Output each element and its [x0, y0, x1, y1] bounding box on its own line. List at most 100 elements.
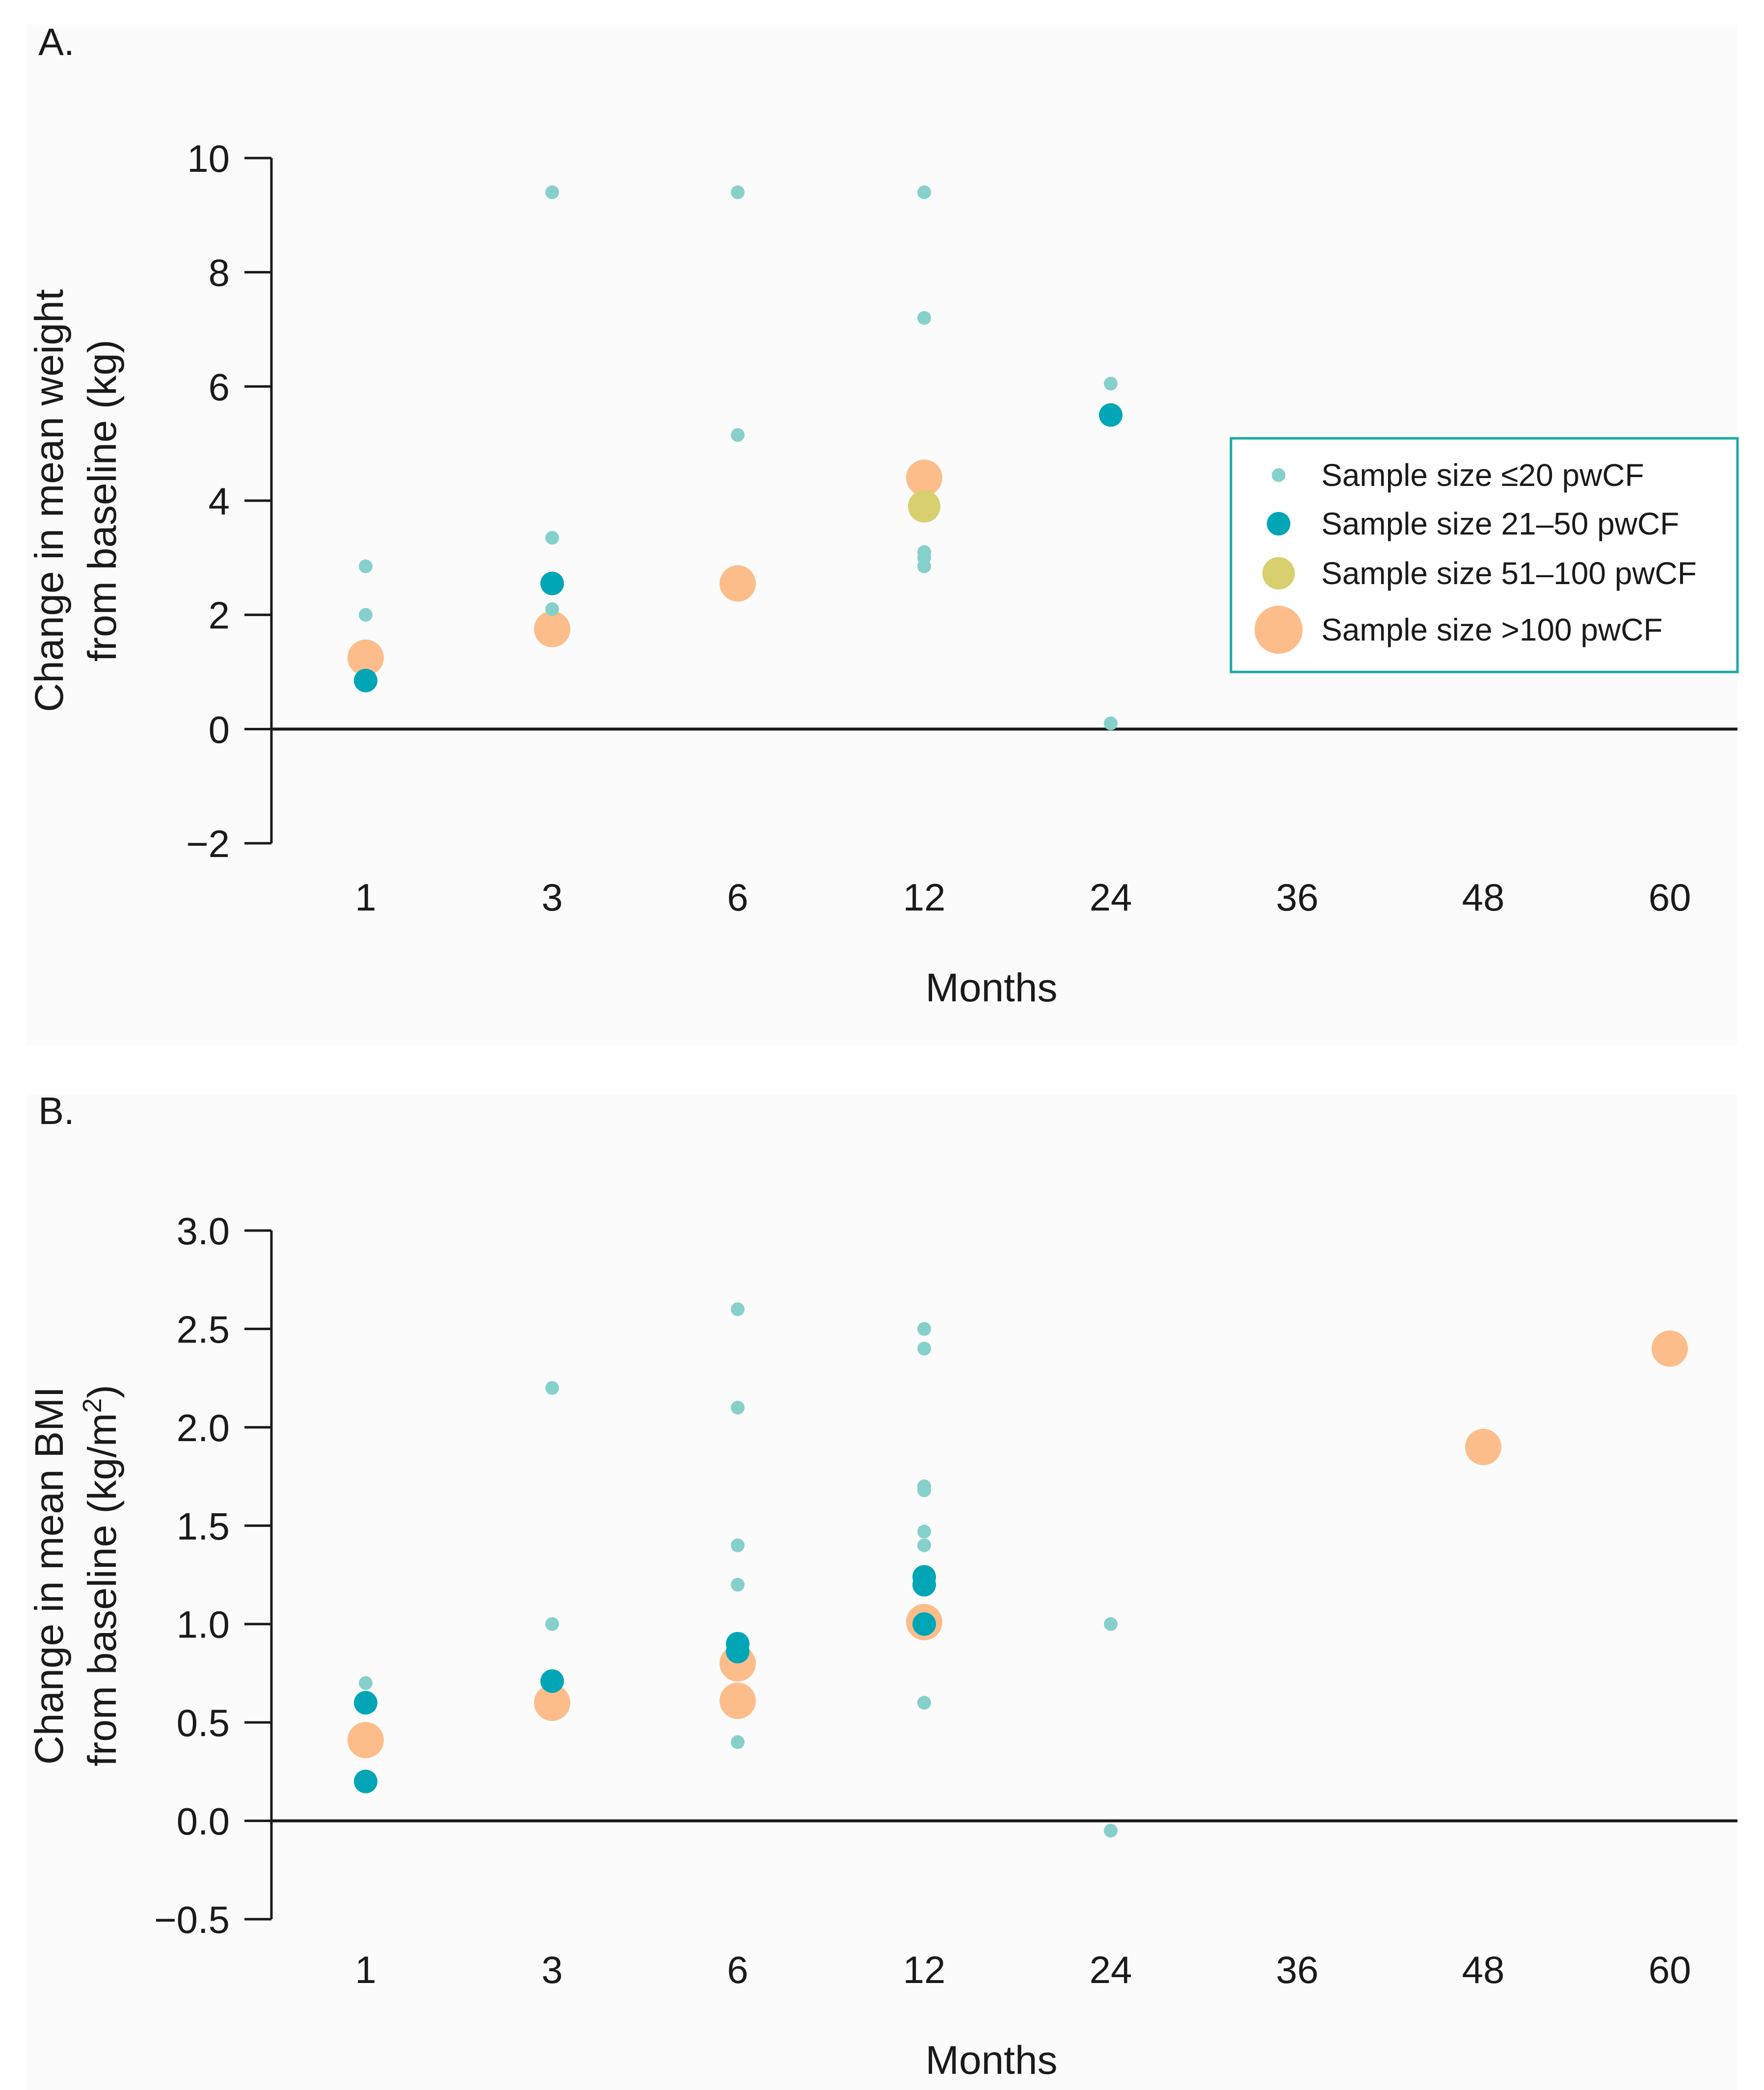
- panel-b-point-medium: [354, 1769, 377, 1794]
- panel-a-xtick-label: 36: [1276, 876, 1319, 919]
- panel-a-point-small: [917, 185, 931, 199]
- panel-a-point-small: [731, 428, 745, 442]
- panel-b-ytick-label: 1.0: [177, 1603, 230, 1646]
- panel-b-point-small: [731, 1302, 745, 1316]
- panel-b-points: [347, 1302, 1688, 1838]
- panel-b-point-medium: [354, 1691, 377, 1715]
- legend-label-large: Sample size 51–100 pwCF: [1321, 556, 1697, 591]
- panel-a-point-small: [917, 311, 931, 325]
- panel-b-point-small: [917, 1696, 931, 1710]
- panel-b-point-small: [917, 1538, 931, 1553]
- panel-a-ytick-label: −2: [186, 822, 230, 865]
- panel-b-point-small: [545, 1617, 559, 1631]
- panel-b-ytick-label: 3.0: [177, 1209, 230, 1253]
- panel-b-point-small: [1104, 1617, 1118, 1631]
- panel-b-xtick-label: 3: [541, 1948, 562, 1991]
- panel-b-point-medium: [726, 1639, 749, 1663]
- panel-b-point-medium: [540, 1669, 564, 1693]
- panel-b-ylabel-sup: 2: [78, 1398, 107, 1413]
- panel-a-point-small: [359, 559, 373, 573]
- panel-a-point-medium: [540, 571, 564, 595]
- panel-b-ytick-label: 0.0: [177, 1800, 230, 1843]
- panel-b-point-xlarge: [720, 1683, 756, 1719]
- panel-b-xtick-label: 1: [355, 1948, 376, 1991]
- panel-b-ytick-label: 2.0: [177, 1406, 230, 1449]
- panel-a-xtick-label: 1: [355, 876, 376, 919]
- panel-a-xtick-label: 3: [541, 876, 562, 919]
- panel-a-xtick-label: 12: [903, 876, 946, 919]
- panel-a-ytick-label: 0: [209, 708, 230, 751]
- panel-a-point-xlarge: [534, 611, 570, 647]
- panel-a: A. Change in mean weight from baseline (…: [27, 20, 1739, 1045]
- panel-a-point-large: [908, 490, 940, 523]
- legend-marker-small: [1272, 468, 1285, 482]
- panel-b-point-small: [731, 1735, 745, 1749]
- panel-b-xtick-label: 48: [1462, 1948, 1505, 1991]
- panel-a-point-small: [545, 185, 559, 199]
- panel-a-point-medium: [1099, 403, 1123, 427]
- panel-b-ytick-label: 1.5: [177, 1504, 230, 1548]
- panel-a-xtick-label: 48: [1462, 876, 1505, 919]
- panel-b-xtick-label: 24: [1090, 1948, 1132, 1991]
- panel-b-xtick-label: 36: [1276, 1948, 1319, 1991]
- panel-a-point-small: [359, 608, 373, 622]
- panel-b-point-xlarge: [1465, 1428, 1501, 1465]
- panel-b-ytick-label: 0.5: [177, 1701, 230, 1744]
- panel-b-ylabel-close: ): [80, 1385, 125, 1398]
- panel-a-xlabel: Months: [926, 965, 1058, 1010]
- panel-a-ylabel-line1: Change in mean weight: [27, 289, 72, 712]
- panel-a-ytick-label: 6: [209, 365, 230, 408]
- legend-marker-medium: [1267, 512, 1290, 536]
- panel-a-point-small: [1104, 716, 1118, 730]
- panel-b-point-small: [359, 1676, 373, 1690]
- legend-marker-xlarge: [1255, 606, 1303, 654]
- legend-box: [1229, 437, 1739, 673]
- panel-b-xtick-label: 60: [1649, 1948, 1691, 1991]
- panel-a-point-small: [545, 602, 559, 616]
- panel-b-point-small: [545, 1381, 559, 1395]
- panel-a-ylabel-line2: from baseline (kg): [80, 340, 125, 662]
- panel-b-point-small: [731, 1400, 745, 1415]
- panel-b-point-xlarge: [347, 1722, 384, 1759]
- panel-b-point-small: [731, 1578, 745, 1592]
- panel-a-point-small: [545, 531, 559, 545]
- panel-b-point-small: [1104, 1823, 1118, 1838]
- panel-a-point-xlarge: [720, 565, 756, 602]
- panel-a-xtick-label: 24: [1090, 876, 1132, 919]
- panel-a-label: A.: [38, 20, 75, 63]
- panel-a-ytick-label: 8: [209, 251, 230, 295]
- panel-a-points: [347, 185, 1123, 730]
- panel-a-point-medium: [354, 669, 377, 693]
- panel-a-ytick-label: 2: [209, 594, 230, 637]
- legend-marker-large: [1262, 557, 1295, 589]
- legend: Sample size ≤20 pwCF Sample size 21–50 p…: [1229, 437, 1739, 673]
- panel-b-ytick-label: 2.5: [177, 1308, 230, 1351]
- panel-b-point-small: [917, 1525, 931, 1539]
- panel-a-point-xlarge: [906, 459, 942, 496]
- panel-b-point-medium: [912, 1573, 936, 1597]
- panel-a-ytick-label: 10: [187, 137, 230, 180]
- panel-b-background: [27, 1095, 1737, 2090]
- panel-a-ytick-label: 4: [209, 480, 230, 523]
- panel-b-axes: 3.02.52.01.51.00.50.0−0.51 3 6 12 24 36 48 60: [154, 1209, 1737, 1991]
- panel-b-xtick-label: 12: [903, 1948, 946, 1991]
- panel-b-ylabel-line1: Change in mean BMI: [27, 1387, 72, 1765]
- panel-b-xtick-label: 6: [727, 1948, 748, 1991]
- panel-a-point-xlarge: [347, 639, 384, 676]
- panel-a-point-small: [731, 185, 745, 199]
- panel-a-point-small: [1104, 376, 1118, 391]
- legend-label-xlarge: Sample size >100 pwCF: [1321, 612, 1662, 647]
- panel-b-point-small: [917, 1341, 931, 1356]
- legend-label-small: Sample size ≤20 pwCF: [1321, 457, 1644, 493]
- panel-b-xlabel: Months: [926, 2038, 1058, 2083]
- panel-b-ylabel-line2-text: from baseline (kg/m: [80, 1413, 125, 1767]
- panel-a-xtick-label: 6: [727, 876, 748, 919]
- panel-a-xtick-label: 60: [1649, 876, 1691, 919]
- legend-label-medium: Sample size 21–50 pwCF: [1321, 506, 1679, 541]
- panel-b-point-xlarge: [1652, 1330, 1688, 1367]
- panel-b-label: B.: [38, 1089, 75, 1132]
- panel-b: B. Change in mean BMI from baseline (kg/…: [27, 1089, 1737, 2090]
- panel-b-point-small: [917, 1483, 931, 1498]
